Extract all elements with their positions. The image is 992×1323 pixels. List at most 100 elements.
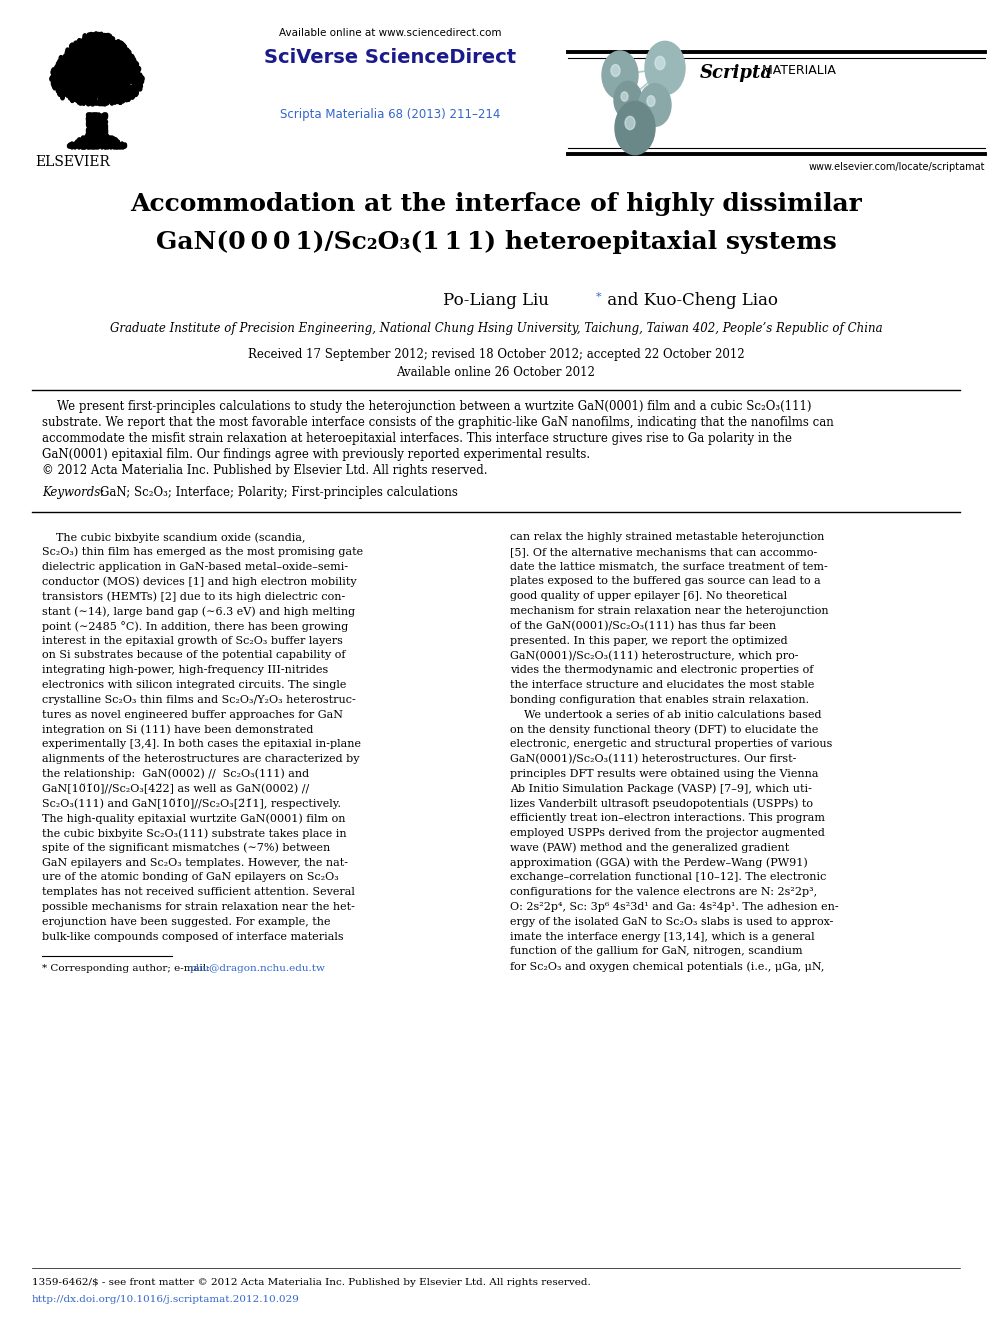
Circle shape xyxy=(102,62,106,66)
Circle shape xyxy=(62,86,65,90)
Circle shape xyxy=(105,90,108,95)
Circle shape xyxy=(119,56,123,60)
Circle shape xyxy=(92,48,96,53)
Circle shape xyxy=(95,142,98,146)
Circle shape xyxy=(618,87,638,112)
Circle shape xyxy=(97,64,100,69)
Circle shape xyxy=(73,67,77,73)
Circle shape xyxy=(92,143,95,147)
Circle shape xyxy=(123,85,127,89)
Circle shape xyxy=(98,97,102,101)
Circle shape xyxy=(116,91,119,97)
Circle shape xyxy=(91,128,94,132)
Circle shape xyxy=(78,58,81,64)
Circle shape xyxy=(94,46,98,52)
Circle shape xyxy=(86,134,89,138)
Circle shape xyxy=(61,90,64,95)
Circle shape xyxy=(100,136,103,140)
Circle shape xyxy=(106,70,109,74)
Text: bulk-like compounds composed of interface materials: bulk-like compounds composed of interfac… xyxy=(42,931,343,942)
Circle shape xyxy=(100,115,103,119)
Circle shape xyxy=(70,89,74,94)
Circle shape xyxy=(78,73,82,78)
Circle shape xyxy=(88,115,91,119)
Circle shape xyxy=(111,46,115,50)
Circle shape xyxy=(89,135,92,139)
Circle shape xyxy=(90,142,93,146)
Circle shape xyxy=(86,116,89,120)
Circle shape xyxy=(128,57,132,61)
Circle shape xyxy=(88,61,91,65)
Circle shape xyxy=(104,134,107,138)
Circle shape xyxy=(106,33,110,38)
Circle shape xyxy=(122,95,125,101)
Circle shape xyxy=(64,71,67,75)
Circle shape xyxy=(65,53,69,58)
Circle shape xyxy=(93,57,97,62)
Circle shape xyxy=(102,33,106,38)
Circle shape xyxy=(126,53,130,57)
Circle shape xyxy=(614,81,642,119)
Circle shape xyxy=(95,120,98,124)
Circle shape xyxy=(76,62,79,67)
Circle shape xyxy=(95,75,98,81)
Circle shape xyxy=(135,79,139,85)
Text: the relationship:  GaN(0002) //  Sc₂O₃(111) and: the relationship: GaN(0002) // Sc₂O₃(111… xyxy=(42,769,310,779)
Circle shape xyxy=(91,127,94,131)
Circle shape xyxy=(80,83,83,87)
Circle shape xyxy=(70,142,73,146)
Text: plates exposed to the buffered gas source can lead to a: plates exposed to the buffered gas sourc… xyxy=(510,577,820,586)
Circle shape xyxy=(126,90,129,95)
Circle shape xyxy=(94,52,98,57)
Circle shape xyxy=(102,42,106,48)
Circle shape xyxy=(98,130,101,134)
Circle shape xyxy=(73,46,76,52)
Circle shape xyxy=(117,65,120,70)
Circle shape xyxy=(118,99,122,105)
Circle shape xyxy=(126,79,129,85)
Circle shape xyxy=(101,40,104,45)
Circle shape xyxy=(99,66,103,71)
Circle shape xyxy=(106,52,110,57)
Circle shape xyxy=(85,85,88,89)
Circle shape xyxy=(130,75,133,79)
Circle shape xyxy=(103,83,107,87)
Circle shape xyxy=(86,132,89,136)
Circle shape xyxy=(94,85,97,89)
Circle shape xyxy=(82,142,85,146)
Circle shape xyxy=(74,66,78,70)
Text: 1359-6462/$ - see front matter © 2012 Acta Materialia Inc. Published by Elsevier: 1359-6462/$ - see front matter © 2012 Ac… xyxy=(32,1278,591,1287)
Circle shape xyxy=(82,142,85,146)
Circle shape xyxy=(117,74,120,79)
Circle shape xyxy=(79,71,83,75)
Circle shape xyxy=(64,90,68,95)
Circle shape xyxy=(88,49,92,53)
Circle shape xyxy=(72,66,76,71)
Circle shape xyxy=(88,52,91,56)
Circle shape xyxy=(97,136,100,140)
Circle shape xyxy=(130,60,133,65)
Circle shape xyxy=(62,81,65,86)
Circle shape xyxy=(65,52,69,57)
Circle shape xyxy=(122,46,125,52)
Circle shape xyxy=(99,138,102,142)
Circle shape xyxy=(136,73,139,77)
Circle shape xyxy=(655,57,665,70)
Circle shape xyxy=(64,89,68,94)
Circle shape xyxy=(121,50,125,54)
Circle shape xyxy=(101,140,104,144)
Circle shape xyxy=(85,134,88,138)
Circle shape xyxy=(120,75,124,81)
Circle shape xyxy=(95,41,99,45)
Circle shape xyxy=(137,75,141,81)
Circle shape xyxy=(84,60,87,65)
Circle shape xyxy=(129,56,132,61)
Circle shape xyxy=(84,89,88,94)
Circle shape xyxy=(85,78,89,82)
Circle shape xyxy=(97,33,101,38)
Circle shape xyxy=(86,139,89,143)
Circle shape xyxy=(93,138,96,142)
Circle shape xyxy=(102,144,105,148)
Circle shape xyxy=(76,70,80,75)
Circle shape xyxy=(83,50,86,56)
